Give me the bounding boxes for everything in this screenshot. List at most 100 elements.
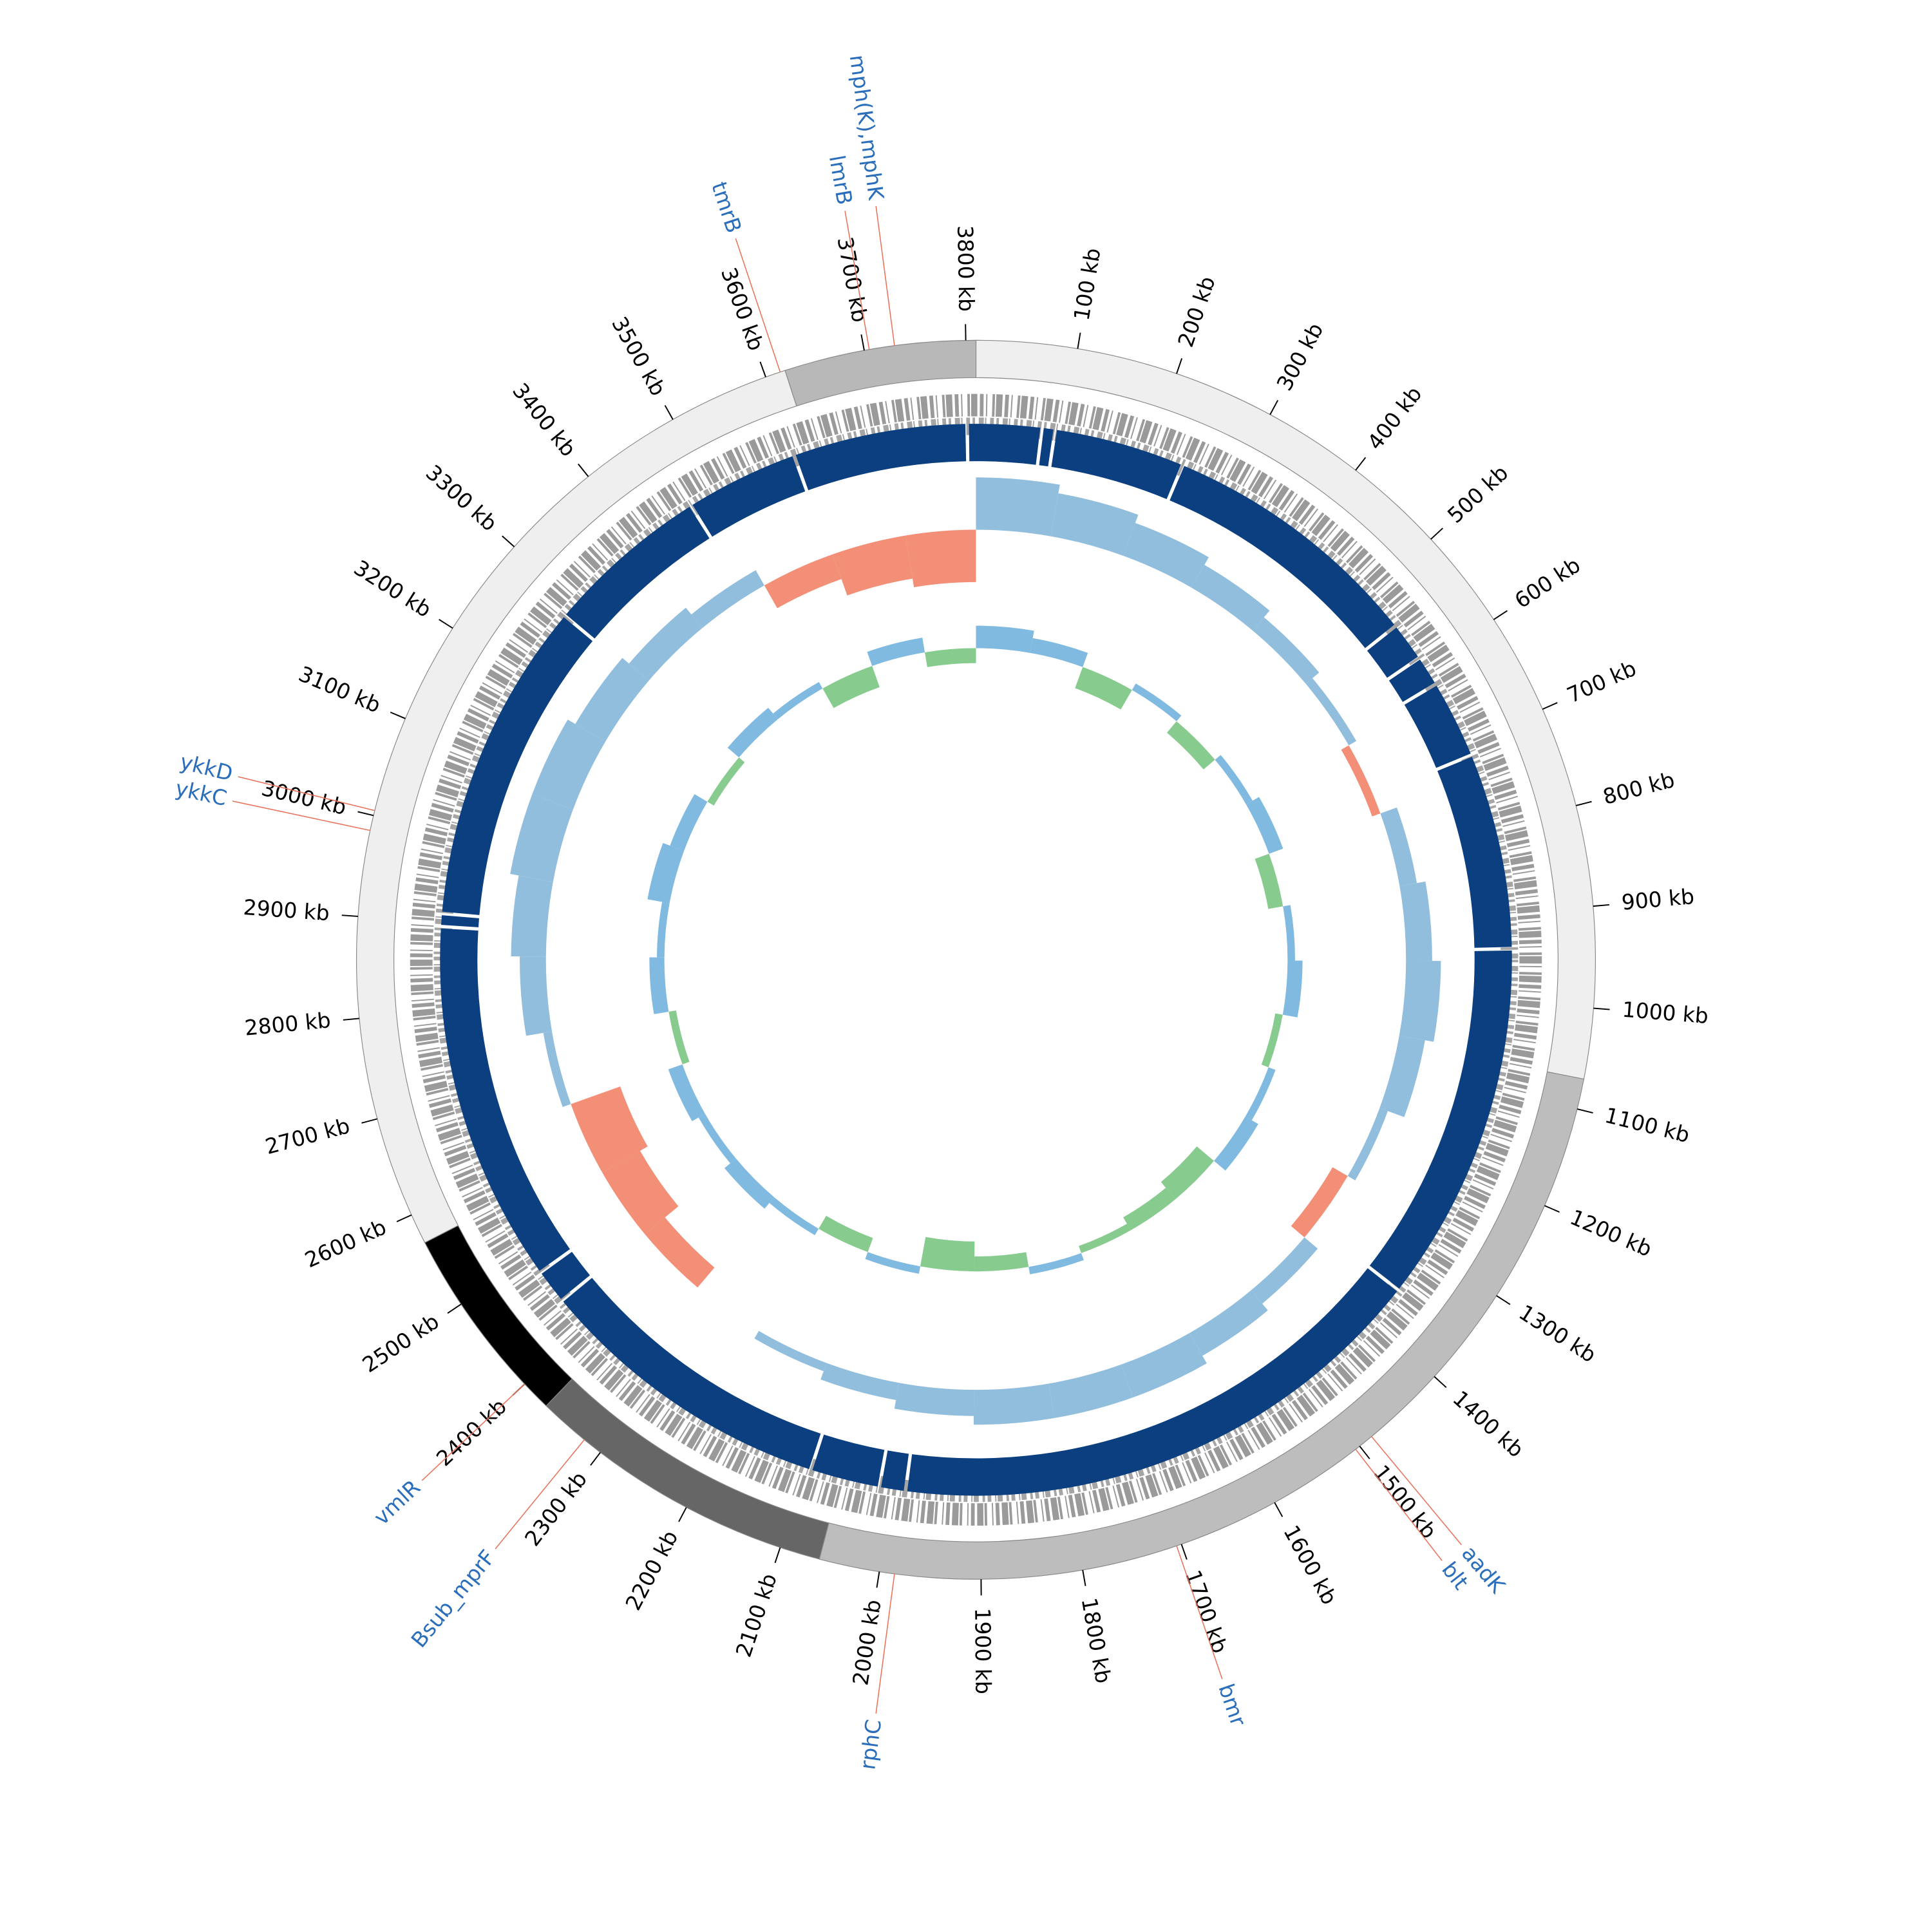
gc-skew-window (1123, 523, 1209, 588)
tick-label: 800 kb (1600, 767, 1677, 810)
gc-skew-window (1253, 617, 1320, 684)
gc-skew-window (832, 535, 913, 596)
gc-content-window (867, 638, 925, 667)
gc-skew-window (754, 1331, 827, 1372)
gc-skew-window (629, 607, 703, 681)
gc-skew-window (1379, 1036, 1425, 1117)
gene-pointer (844, 211, 870, 350)
tick-mark (1493, 610, 1508, 620)
gene-pointer (495, 1439, 585, 1549)
tick-label: 1600 kb (1278, 1521, 1342, 1609)
gene-pointer (875, 205, 895, 346)
gc-skew-window (1347, 1108, 1388, 1180)
gc-content-window (1030, 638, 1088, 667)
tick-label: 300 kb (1271, 319, 1328, 395)
tick-mark (439, 619, 453, 629)
tick-mark (759, 361, 766, 377)
gc-skew-window (691, 570, 764, 629)
blue-track-block (1388, 659, 1435, 703)
tick-mark (1355, 457, 1367, 471)
gc-content-window (647, 843, 685, 904)
gc-content-window (668, 1010, 690, 1065)
tick-label: 2700 kb (263, 1113, 353, 1159)
tick-label: 3400 kb (507, 378, 581, 461)
gene-label: vmlR (369, 1475, 426, 1530)
gc-skew-window (973, 1383, 1055, 1425)
gc-skew-window (645, 1217, 715, 1288)
tick-label: 700 kb (1563, 656, 1640, 708)
tick-mark (341, 914, 358, 917)
gc-content-window (1245, 1067, 1276, 1121)
gc-skew-window (520, 956, 553, 1036)
gene-label: tmrB (706, 178, 747, 236)
gene-pointer (421, 1383, 526, 1481)
gc-skew-window (1291, 1167, 1348, 1238)
tick-label: 200 kb (1173, 273, 1220, 350)
gc-content-window (1261, 1013, 1283, 1068)
gc-content-window (1132, 683, 1182, 721)
gene-pointer (1371, 1436, 1463, 1546)
blue-track-block (565, 506, 710, 639)
gc-skew-window (905, 529, 976, 587)
gc-skew-window (543, 1031, 571, 1107)
gc-content-window (1245, 797, 1283, 854)
gene-pointer (232, 800, 370, 831)
gc-skew-window (1399, 960, 1441, 1042)
tick-mark (1434, 1376, 1447, 1388)
gene-label: lmrB (824, 153, 858, 207)
gc-skew-window (510, 794, 573, 882)
blue-track-block (1039, 428, 1054, 467)
gene-label: rphC (855, 1718, 886, 1771)
gc-content-window (976, 625, 1034, 653)
blue-track-block (1404, 685, 1471, 768)
gc-content-window (920, 1236, 975, 1272)
gc-skew-window (1189, 1290, 1268, 1356)
blue-track-block (563, 1278, 821, 1470)
tick-mark (590, 1452, 601, 1466)
tick-mark (578, 463, 589, 477)
tick-label: 100 kb (1069, 246, 1106, 322)
gc-skew-window (511, 875, 553, 957)
gc-content-window (668, 1064, 705, 1121)
tick-label: 1900 kb (970, 1608, 996, 1694)
gene-track-forward (410, 393, 1542, 1526)
tick-mark (361, 1118, 378, 1124)
gc-content-window (822, 666, 880, 708)
tick-mark (1542, 702, 1558, 710)
gc-content-window (724, 1158, 775, 1209)
tick-mark (343, 1018, 359, 1021)
gc-content-window (1215, 755, 1253, 805)
blue-track-block (1170, 466, 1395, 649)
tick-label: 2800 kb (243, 1007, 332, 1041)
tick-label: 1800 kb (1077, 1596, 1117, 1685)
gc-content-window (1214, 1116, 1258, 1171)
tick-mark (1575, 800, 1592, 806)
gc-content-window (1282, 960, 1303, 1018)
tick-mark (357, 811, 374, 817)
tick-mark (678, 1507, 687, 1522)
blue-track-block (907, 1268, 1397, 1496)
gene-pointer (1355, 1448, 1443, 1561)
gc-skew-window (1048, 1364, 1133, 1418)
tick-label: 3800 kb (952, 225, 979, 312)
gc-skew-window (601, 1150, 679, 1235)
blue-track-block (881, 1450, 909, 1491)
tick-mark (390, 712, 406, 719)
blue-track-block (442, 617, 593, 915)
blue-track-block (1051, 430, 1181, 499)
tick-label: 3600 kb (716, 264, 769, 354)
tick-label: 3000 kb (259, 775, 348, 820)
gc-content-window (1123, 1188, 1176, 1231)
tick-label: 3700 kb (833, 235, 873, 325)
tick-label: 500 kb (1443, 460, 1513, 527)
gc-content-window (1255, 853, 1283, 909)
gc-skew-window (820, 1363, 900, 1400)
tick-label: 2500 kb (358, 1309, 444, 1378)
gc-content-window (1028, 1253, 1084, 1274)
gc-skew-window (976, 477, 1060, 536)
tick-mark (1593, 904, 1609, 907)
tick-mark (876, 1571, 880, 1588)
gene-pointer (238, 776, 375, 811)
tick-mark (396, 1214, 412, 1222)
tick-mark (1176, 358, 1183, 374)
